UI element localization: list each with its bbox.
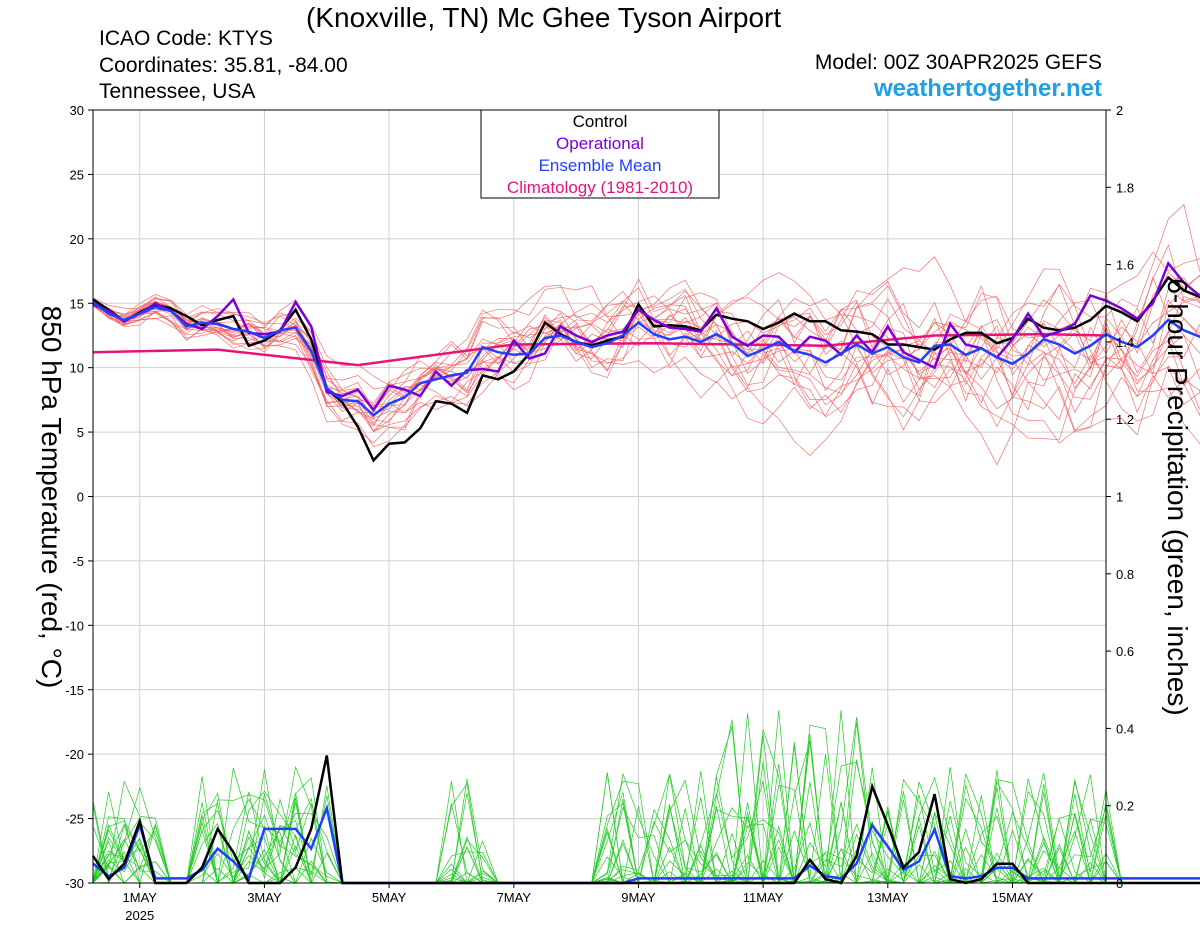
y-tick-label: -25 bbox=[65, 812, 84, 827]
y-tick-label: -15 bbox=[65, 683, 84, 698]
y-tick-label: 20 bbox=[70, 232, 84, 247]
temp-member-line bbox=[92, 284, 1200, 445]
y2-tick-label: 2 bbox=[1116, 103, 1123, 118]
gridlines bbox=[93, 109, 1106, 884]
temp-member-line bbox=[92, 256, 1200, 444]
y-tick-label: 25 bbox=[70, 167, 84, 182]
y-tick-label: -5 bbox=[72, 554, 84, 569]
y2-tick-label: 1.6 bbox=[1116, 258, 1134, 273]
legend-entry: Control bbox=[573, 112, 628, 131]
temp-member-line bbox=[92, 276, 1200, 423]
legend-box bbox=[480, 109, 720, 199]
main-series bbox=[91, 260, 1200, 885]
y-tick-label: 15 bbox=[70, 296, 84, 311]
y-tick-label: -10 bbox=[65, 618, 84, 633]
chart-title: (Knoxville, TN) Mc Ghee Tyson Airport bbox=[306, 2, 782, 33]
y-tick-label: -20 bbox=[65, 747, 84, 762]
ensemble-mean-precip-line bbox=[92, 803, 1200, 885]
axis-ticks: 302520151050-5-10-15-20-25-3021.81.61.41… bbox=[65, 103, 1134, 923]
y2-tick-label: 1.2 bbox=[1116, 412, 1134, 427]
ensemble-members bbox=[92, 203, 1200, 885]
climatology-line bbox=[92, 332, 1107, 367]
precip-member-line bbox=[92, 729, 1200, 884]
precip-member-line bbox=[92, 761, 1200, 885]
model-run: Model: 00Z 30APR2025 GEFS bbox=[814, 51, 1102, 74]
legend-entry: Ensemble Mean bbox=[539, 156, 662, 175]
temp-member-line bbox=[92, 251, 1200, 427]
y-tick-label: 10 bbox=[70, 361, 84, 376]
legend-entry: Operational bbox=[556, 134, 644, 153]
temp-member-line bbox=[92, 268, 1200, 422]
y2-tick-label: 0.6 bbox=[1116, 644, 1134, 659]
y2-tick-label: 0.2 bbox=[1116, 799, 1134, 814]
y2-tick-label: 1.4 bbox=[1116, 335, 1134, 350]
temp-member-line bbox=[92, 277, 1200, 411]
y2-tick-label: 0.4 bbox=[1116, 721, 1134, 736]
y-axis-title: 850 hPa Temperature (red, °C) bbox=[36, 306, 67, 689]
region: Tennessee, USA bbox=[99, 80, 256, 103]
y2-tick-label: 0 bbox=[1116, 876, 1123, 891]
legend: Control Operational Ensemble Mean Climatolo… bbox=[480, 109, 720, 199]
y2-tick-label: 0.8 bbox=[1116, 567, 1134, 582]
x-tick-label: 15MAY bbox=[992, 890, 1034, 905]
y-tick-label: 0 bbox=[77, 490, 84, 505]
x-tick-label: 13MAY bbox=[867, 890, 909, 905]
x-tick-label: 7MAY bbox=[497, 890, 532, 905]
y2-tick-label: 1 bbox=[1116, 490, 1123, 505]
legend-entry: Climatology (1981-2010) bbox=[507, 178, 693, 197]
temp-member-line bbox=[92, 244, 1200, 412]
x-tick-label: 11MAY bbox=[743, 890, 784, 905]
y2-tick-label: 1.8 bbox=[1116, 180, 1134, 195]
precip-member-line bbox=[92, 710, 1200, 884]
x-tick-label: 1MAY bbox=[123, 890, 158, 905]
x-tick-label: 9MAY bbox=[621, 890, 656, 905]
x-tick-label: 3MAY bbox=[247, 890, 282, 905]
website-label[interactable]: weathertogether.net bbox=[873, 75, 1102, 102]
y2-axis-title: 6-hour Precipitation (green, inches) bbox=[1162, 278, 1193, 715]
operational-temp-line bbox=[92, 260, 1200, 413]
ensemble-mean-temp-line bbox=[92, 300, 1200, 417]
y-tick-label: 30 bbox=[70, 103, 84, 118]
icao-code: ICAO Code: KTYS bbox=[99, 27, 273, 50]
temp-member-line bbox=[92, 271, 1200, 407]
y-tick-label: -30 bbox=[65, 876, 84, 891]
coordinates: Coordinates: 35.81, -84.00 bbox=[99, 54, 348, 77]
temp-member-line bbox=[92, 296, 1200, 448]
y-tick-label: 5 bbox=[77, 425, 84, 440]
x-tick-sublabel: 2025 bbox=[125, 908, 154, 923]
temp-member-line bbox=[92, 298, 1200, 436]
precip-member-line bbox=[92, 717, 1200, 885]
temp-member-line bbox=[92, 292, 1200, 421]
x-tick-label: 5MAY bbox=[372, 890, 407, 905]
